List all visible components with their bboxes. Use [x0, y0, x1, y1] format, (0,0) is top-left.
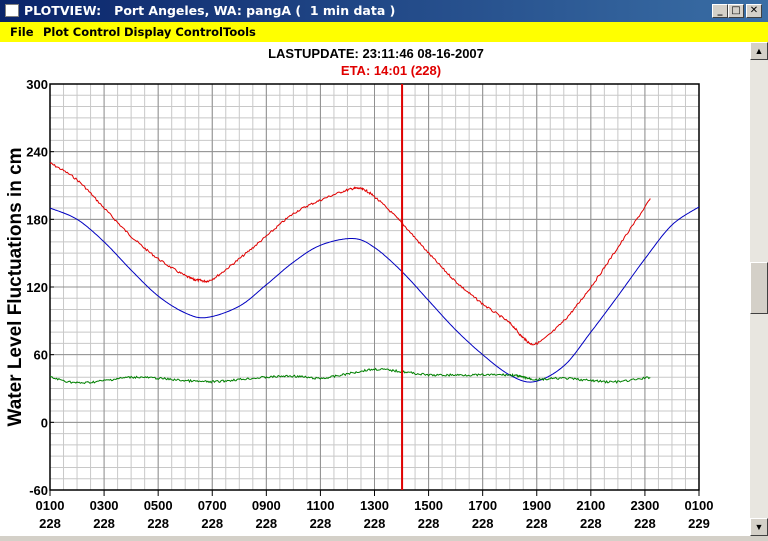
plot-area: LASTUPDATE: 23:11:46 08-16-2007 ETA: 14:… — [0, 42, 750, 536]
y-axis-label: Water Level Fluctuations in cm — [5, 147, 26, 426]
y-tick-label: 180 — [26, 212, 48, 227]
x-tick-label: 2100 — [576, 498, 605, 513]
y-tick-label: 300 — [26, 77, 48, 92]
title-bar: PLOTVIEW: Port Angeles, WA: pangA ( 1 mi… — [0, 0, 768, 22]
y-tick-label: 60 — [34, 348, 48, 363]
window-title: PLOTVIEW: Port Angeles, WA: pangA ( 1 mi… — [24, 3, 396, 18]
x-tick-day-label: 228 — [634, 516, 656, 531]
close-button[interactable]: ✕ — [746, 4, 762, 18]
menu-plot-control[interactable]: Plot Control — [43, 25, 121, 39]
x-tick-day-label: 228 — [93, 516, 115, 531]
x-tick-day-label: 228 — [364, 516, 386, 531]
menu-tools[interactable]: Tools — [223, 25, 256, 39]
x-tick-label: 1100 — [306, 498, 334, 513]
x-tick-label: 1500 — [414, 498, 443, 513]
menu-display-control[interactable]: Display Control — [124, 25, 223, 39]
x-tick-day-label: 228 — [39, 516, 61, 531]
x-tick-day-label: 228 — [201, 516, 223, 531]
minimize-button[interactable]: _ — [712, 4, 728, 18]
series-residual-line — [49, 367, 651, 385]
y-tick-label: 240 — [26, 145, 48, 160]
y-tick-label: 0 — [41, 415, 48, 430]
menu-file[interactable]: File — [10, 25, 34, 39]
y-tick-label: -60 — [29, 483, 48, 498]
x-tick-label: 0700 — [198, 498, 227, 513]
menu-bar: File Plot Control Display Control Tools — [0, 22, 768, 42]
scroll-down-button[interactable]: ▼ — [750, 518, 768, 536]
x-tick-label: 1300 — [360, 498, 389, 513]
x-tick-day-label: 229 — [688, 516, 710, 531]
x-tick-label: 0100 — [36, 498, 65, 513]
series-observed-line — [49, 162, 651, 346]
x-tick-label: 1700 — [468, 498, 497, 513]
x-tick-day-label: 228 — [418, 516, 440, 531]
x-tick-day-label: 228 — [147, 516, 169, 531]
scroll-up-button[interactable]: ▲ — [750, 42, 768, 60]
series-predicted-line — [49, 206, 700, 383]
lastupdate-label: LASTUPDATE: 23:11:46 08-16-2007 — [268, 46, 484, 61]
maximize-button[interactable]: □ — [728, 4, 744, 18]
x-tick-label: 0300 — [90, 498, 119, 513]
x-tick-day-label: 228 — [472, 516, 494, 531]
x-tick-day-label: 228 — [310, 516, 332, 531]
x-tick-label: 0100 — [685, 498, 714, 513]
x-tick-label: 0500 — [144, 498, 173, 513]
x-tick-label: 1900 — [522, 498, 551, 513]
eta-label: ETA: 14:01 (228) — [341, 63, 441, 78]
x-tick-day-label: 228 — [526, 516, 548, 531]
x-tick-day-label: 228 — [580, 516, 602, 531]
x-tick-label: 0900 — [252, 498, 281, 513]
x-tick-label: 2300 — [630, 498, 659, 513]
scroll-thumb[interactable] — [750, 262, 768, 314]
water-level-chart: LASTUPDATE: 23:11:46 08-16-2007 ETA: 14:… — [5, 46, 714, 531]
x-tick-day-label: 228 — [255, 516, 277, 531]
y-tick-label: 120 — [26, 280, 48, 295]
vertical-scrollbar[interactable]: ▲ ▼ — [750, 42, 768, 536]
app-icon — [5, 4, 19, 17]
